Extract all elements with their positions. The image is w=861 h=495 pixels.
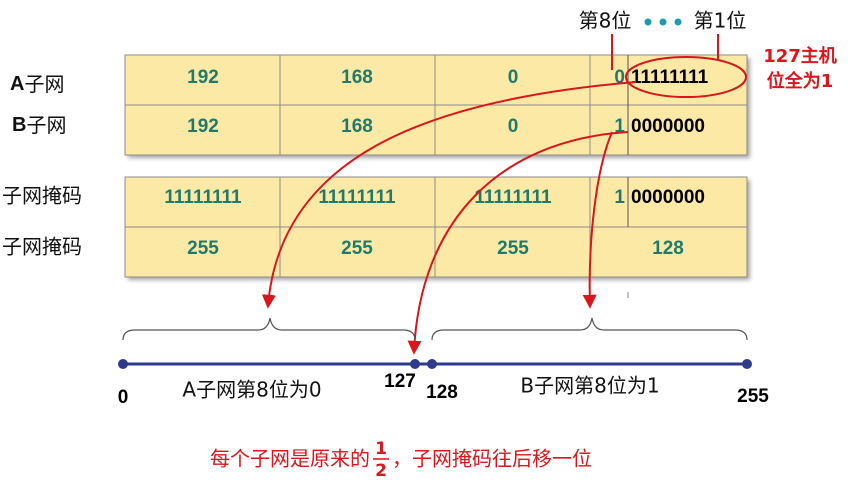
row-label: 子网掩码 xyxy=(2,184,82,208)
cell-value: 255 xyxy=(341,238,373,259)
cell-value: 0 xyxy=(508,67,519,88)
point xyxy=(118,359,128,369)
cell-value: 1 xyxy=(614,187,625,208)
cell-value: 0 xyxy=(614,67,625,88)
cell-value: 168 xyxy=(341,116,373,137)
cell xyxy=(589,104,748,156)
point xyxy=(742,359,752,369)
cell-value: 11111111 xyxy=(474,187,552,208)
cell xyxy=(124,226,281,278)
cell-value: 128 xyxy=(652,238,684,259)
cell xyxy=(589,226,748,278)
point xyxy=(427,359,437,369)
cell-value: 0000000 xyxy=(631,187,705,208)
footer-text: ，子网掩码往后移一位 xyxy=(392,447,592,471)
cell-value: 255 xyxy=(187,238,219,259)
row-label-text: 子网 xyxy=(26,113,66,137)
fraction-numerator: 1 xyxy=(375,439,387,459)
cell xyxy=(434,104,591,156)
arrow xyxy=(261,81,637,309)
cells xyxy=(124,54,748,278)
range-label: B子网第8位为1 xyxy=(520,374,659,398)
dot xyxy=(674,18,682,26)
point-label: 0 xyxy=(118,387,129,408)
bit8-label: 第8位 xyxy=(579,9,632,33)
cell xyxy=(434,176,591,228)
annotation: 位全为1 xyxy=(767,70,834,92)
highlight-ellipse xyxy=(625,56,747,98)
cell-value: 11111111 xyxy=(318,187,396,208)
cell xyxy=(124,104,281,156)
range-label: A子网第8位为0 xyxy=(182,378,321,402)
annotation: 127主机 xyxy=(763,45,837,67)
cell-value: 255 xyxy=(497,238,529,259)
cell-value: 168 xyxy=(341,67,373,88)
brace xyxy=(431,317,748,341)
cell-value: 192 xyxy=(187,67,219,88)
cell-value: 11111111 xyxy=(164,187,242,208)
cell xyxy=(279,226,436,278)
bit1-label: 第1位 xyxy=(694,9,747,33)
cell-value: 1 xyxy=(614,116,625,137)
footer-text: 每个子网是原来的 xyxy=(210,447,370,471)
cell xyxy=(279,176,436,228)
point xyxy=(410,359,420,369)
arrow xyxy=(582,131,613,309)
cell-value: 0 xyxy=(508,116,519,137)
point-label: 128 xyxy=(426,382,458,403)
cell xyxy=(589,176,748,228)
point-label: 127 xyxy=(384,371,416,392)
row-label: B子网 xyxy=(12,113,66,137)
brace xyxy=(122,317,416,341)
point-label: 255 xyxy=(737,386,769,407)
cell-value: 0000000 xyxy=(631,116,705,137)
cell-value: 11111111 xyxy=(631,67,709,88)
arrow xyxy=(407,131,629,355)
row-letter: A xyxy=(10,73,24,95)
dot xyxy=(644,18,652,26)
row-label: A子网 xyxy=(10,72,64,96)
cell-value: 192 xyxy=(187,116,219,137)
row-label-text: 子网 xyxy=(24,72,64,96)
row-label: 子网掩码 xyxy=(2,235,82,259)
row-letter: B xyxy=(12,114,26,136)
dot xyxy=(659,18,667,26)
fraction-denominator: 2 xyxy=(375,461,387,481)
